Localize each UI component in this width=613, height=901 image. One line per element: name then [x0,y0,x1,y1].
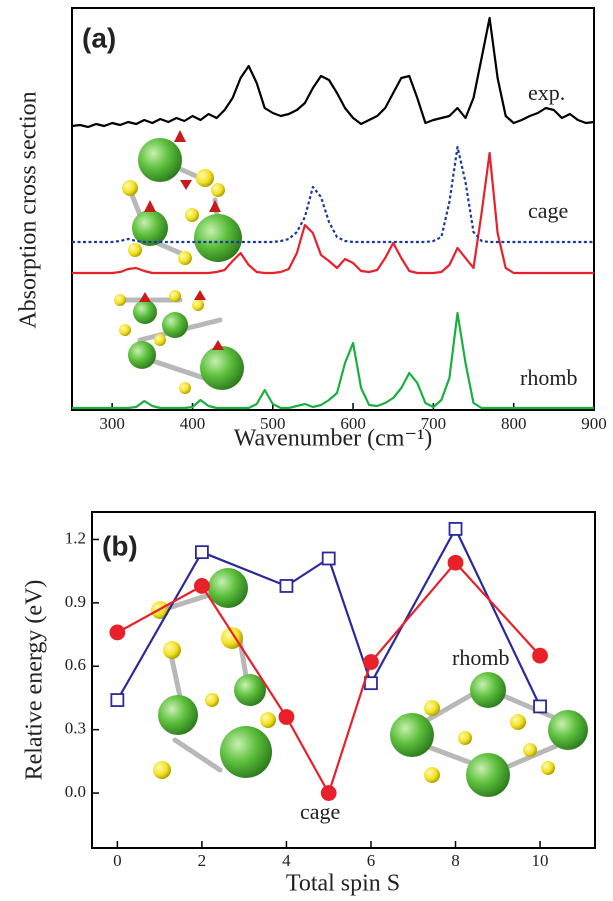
x-tick-label: 900 [581,414,607,433]
marker [193,578,210,594]
y-tick-label: 0.0 [65,782,86,801]
marker [194,545,209,560]
series-label: exp. [528,80,565,105]
series-label: rhomb [520,365,577,390]
rhomb-molecule-a [114,290,244,394]
x-tick-label: 4 [282,851,291,870]
x-tick-label: 400 [180,414,206,433]
y-axis-label: Absorption cross section [16,91,42,328]
rhomb-molecule-b [390,672,588,797]
panel-label: (a) [82,22,116,53]
plot-frame [71,7,595,411]
x-axis-label: Wavenumber (cm⁻¹) [234,426,433,452]
marker [532,647,548,664]
series-label: cage [528,198,568,223]
x-tick-label: 0 [113,851,122,870]
marker [279,579,294,593]
cage-molecule-a [122,130,242,265]
marker [447,554,464,571]
y-axis-label: Relative energy (eV) [22,580,48,781]
marker [320,785,337,801]
x-tick-label: 500 [260,414,286,433]
marker [364,676,378,691]
series-label: rhomb [452,645,509,670]
x-tick-label: 6 [367,851,376,870]
x-tick-label: 300 [99,414,125,433]
x-tick-label: 600 [340,414,366,433]
series-line [72,311,594,410]
marker [363,654,379,670]
series-line [72,151,594,275]
marker [448,522,463,536]
marker [278,709,295,725]
x-tick-label: 10 [532,851,549,870]
y-tick-label: 1.2 [65,528,86,547]
x-tick-label: 700 [421,414,447,433]
series-label: cage [300,799,340,824]
y-tick-label: 0.9 [65,592,86,611]
x-axis-label: Total spin S [286,871,400,897]
panel-label: (b) [102,530,138,561]
y-tick-label: 0.3 [65,719,86,738]
series-line [71,16,595,129]
y-tick-label: 0.6 [65,655,86,674]
x-tick-label: 2 [198,851,207,870]
marker [321,551,336,566]
marker [109,624,126,641]
series-line [72,145,594,244]
x-tick-label: 8 [451,851,460,870]
marker [110,693,125,707]
marker [533,699,547,714]
x-tick-label: 800 [501,414,527,433]
cage-molecule-b [151,568,276,779]
plot-frame [91,511,596,849]
